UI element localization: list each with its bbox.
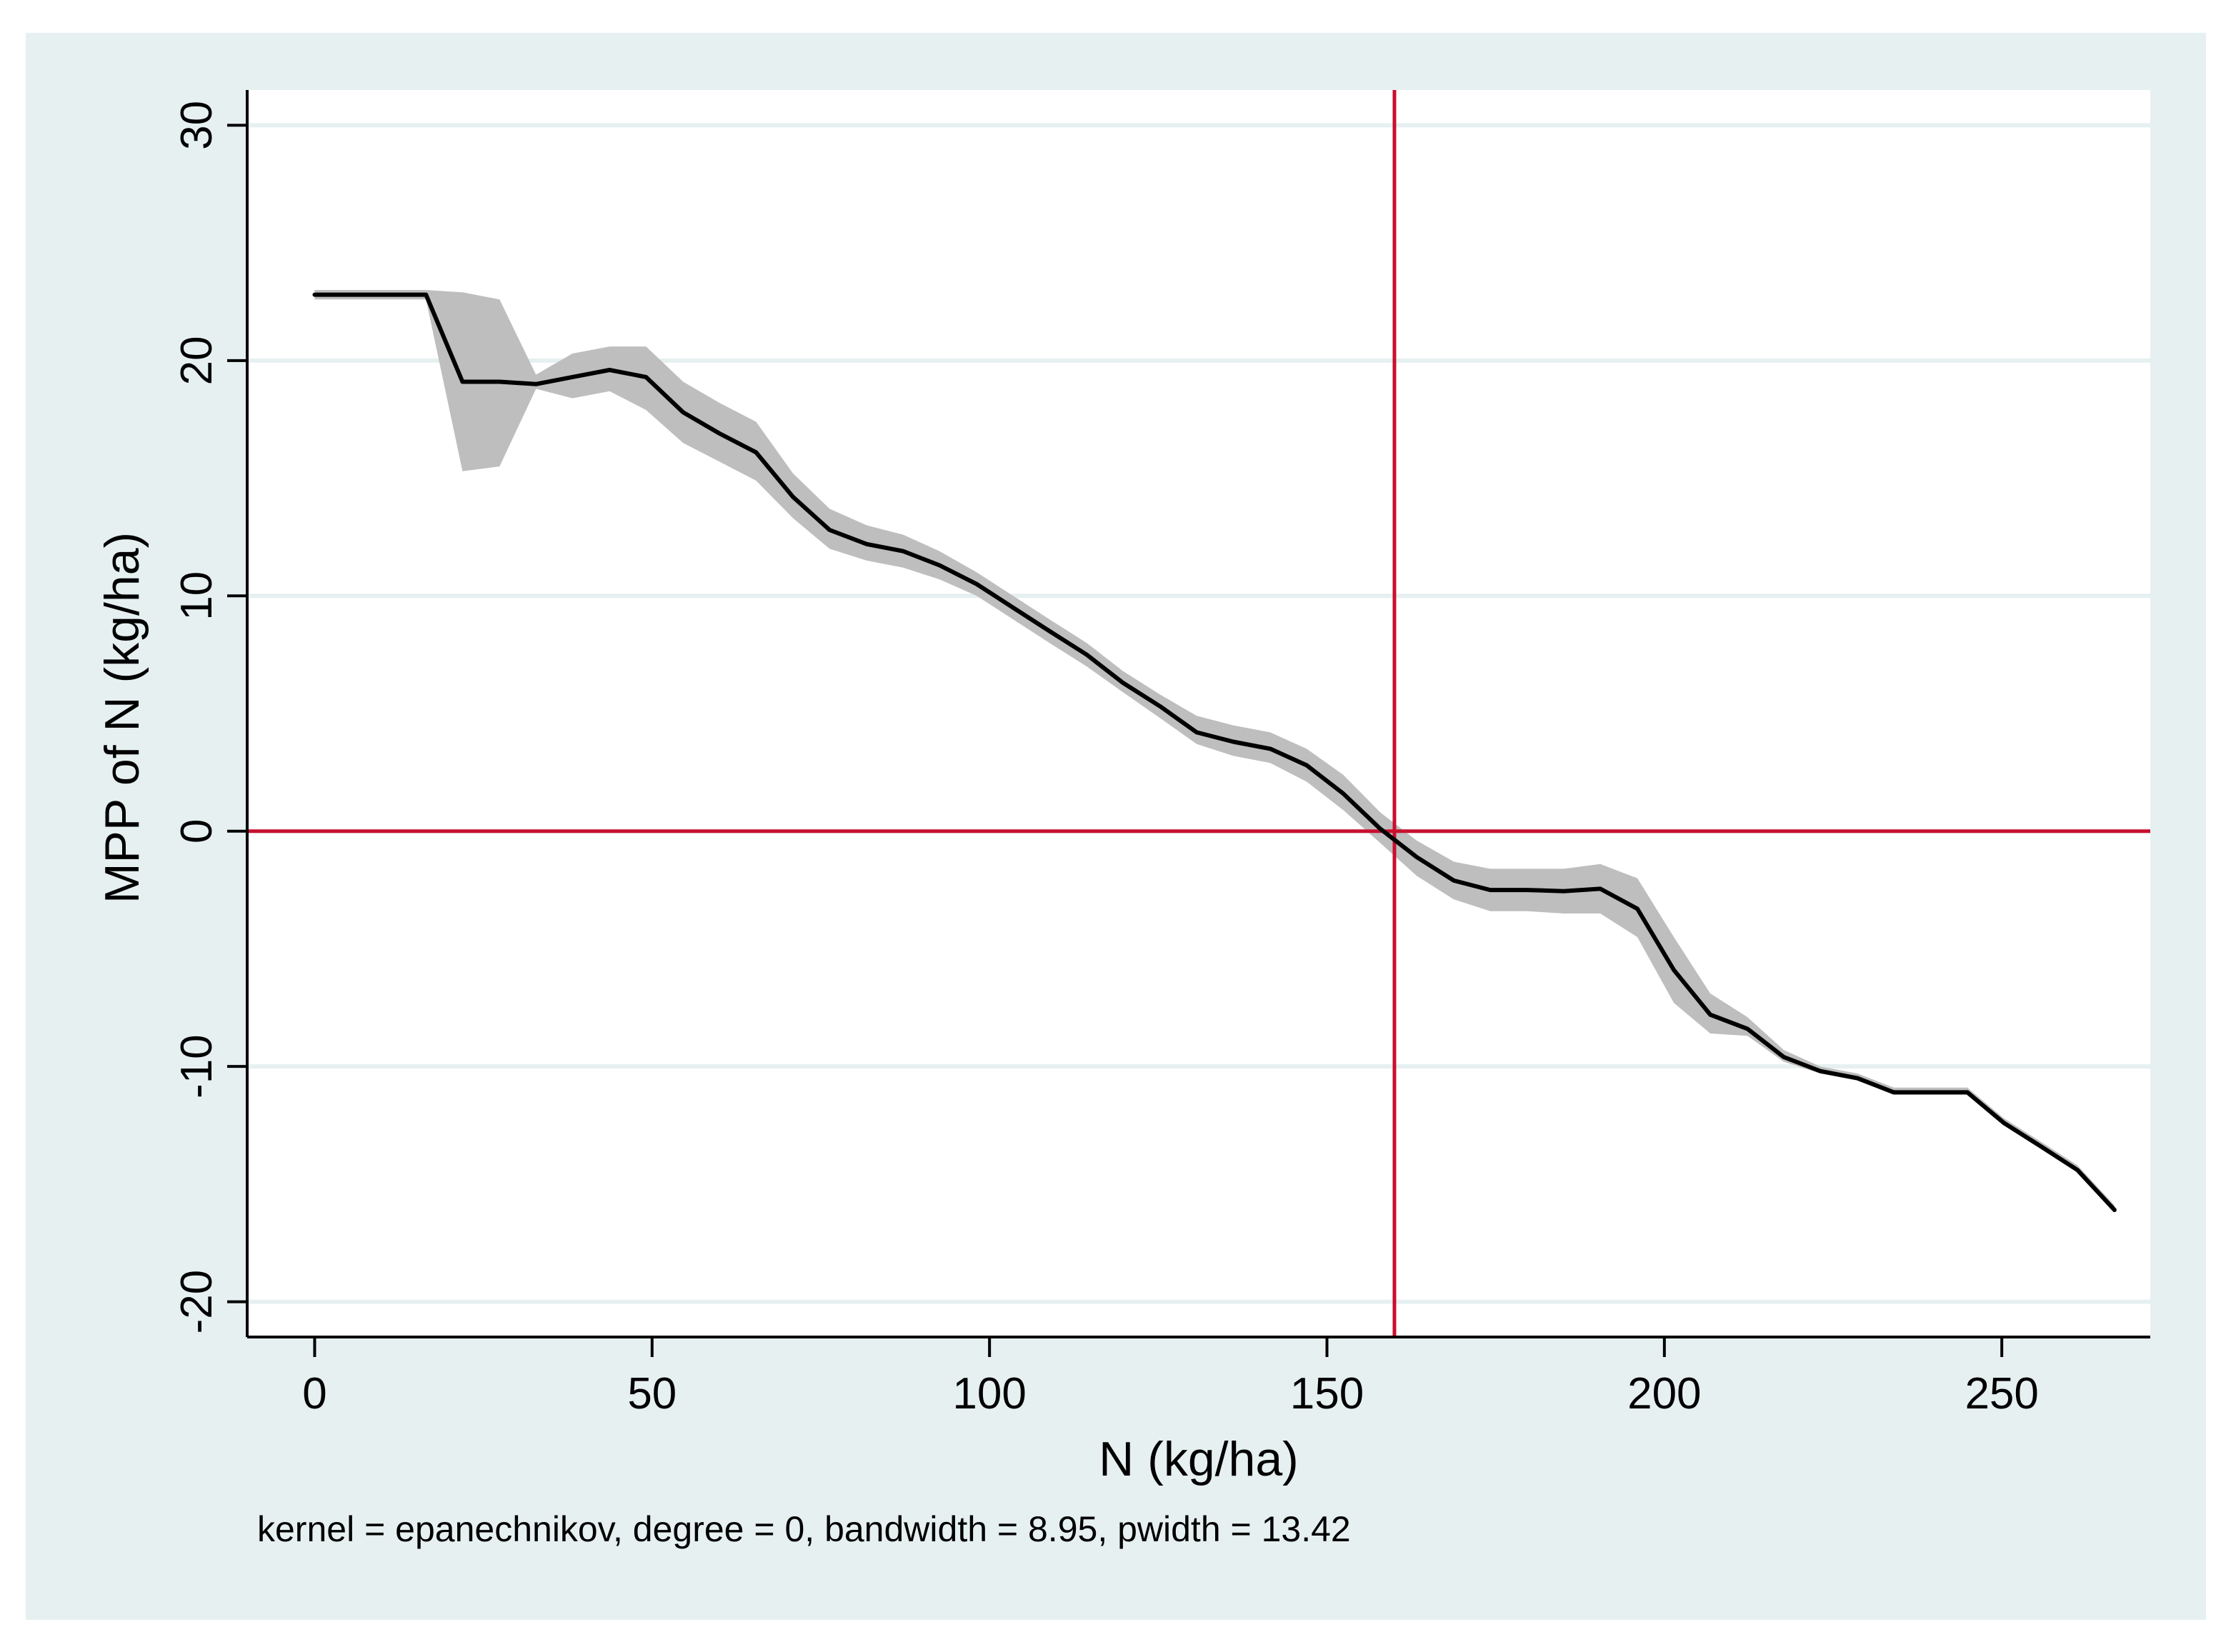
y-tick-label: -10 — [172, 1034, 221, 1098]
y-axis-ticks: -20 -10 0 10 20 30 — [172, 101, 247, 1333]
x-tick-label: 250 — [1965, 1369, 2038, 1418]
y-tick-label: 10 — [172, 571, 221, 621]
y-tick-label: -20 — [172, 1270, 221, 1334]
x-tick-label: 200 — [1627, 1369, 1701, 1418]
x-axis-ticks: 0 50 100 150 200 250 — [302, 1337, 2039, 1418]
y-tick-label: 0 — [172, 819, 221, 843]
confidence-band — [314, 290, 2115, 1213]
x-tick-label: 150 — [1290, 1369, 1364, 1418]
y-tick-label: 20 — [172, 336, 221, 385]
y-axis-title: MPP of N (kg/ha) — [95, 532, 149, 903]
series-line — [312, 292, 2117, 1213]
reference-lines — [247, 90, 2150, 1337]
confidence-band-layer — [314, 290, 2115, 1213]
y-tick-label: 30 — [172, 101, 221, 150]
x-tick-label: 50 — [627, 1369, 677, 1418]
series-line-layer — [312, 292, 2117, 1213]
chart-note: kernel = epanechnikov, degree = 0, bandw… — [257, 1509, 1351, 1549]
plot-area-background — [247, 90, 2150, 1337]
x-axis-title: N (kg/ha) — [1099, 1432, 1299, 1486]
x-tick-label: 100 — [952, 1369, 1026, 1418]
x-tick-label: 0 — [302, 1369, 326, 1418]
